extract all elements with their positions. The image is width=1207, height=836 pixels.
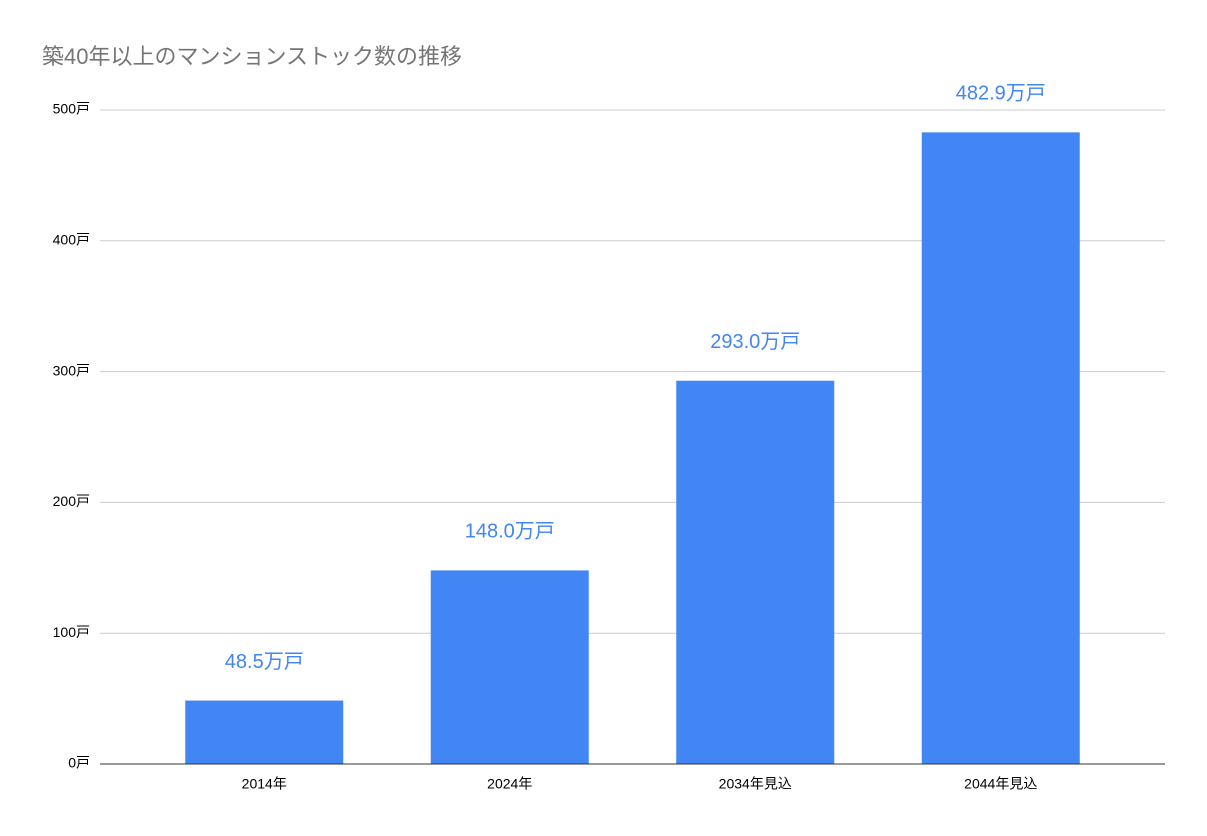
value-label: 148.0万戸 [465, 521, 555, 543]
y-tick-label: 400戸 [53, 232, 90, 248]
y-tick-label: 200戸 [53, 493, 90, 509]
y-tick-label: 300戸 [53, 362, 90, 378]
value-label: 482.9万戸 [956, 83, 1046, 105]
x-tick-label: 2044年見込 [964, 776, 1037, 792]
x-tick-label: 2034年見込 [719, 776, 792, 792]
chart-title: 築40年以上のマンションストック数の推移 [42, 44, 462, 69]
bar [676, 380, 835, 764]
value-label: 293.0万戸 [710, 331, 800, 353]
x-tick-label: 2014年 [242, 776, 287, 792]
bar [185, 700, 344, 764]
value-label: 48.5万戸 [225, 651, 304, 673]
bar [921, 132, 1080, 764]
x-tick-label: 2024年 [487, 776, 532, 792]
y-tick-label: 0戸 [68, 755, 90, 771]
y-tick-label: 100戸 [53, 624, 90, 640]
y-tick-label: 500戸 [53, 101, 90, 117]
bar [430, 570, 589, 764]
